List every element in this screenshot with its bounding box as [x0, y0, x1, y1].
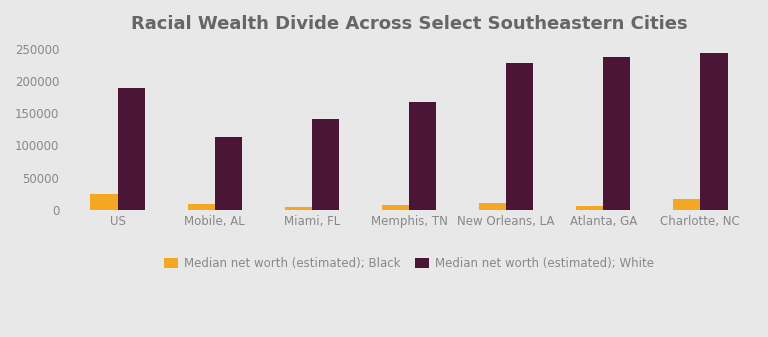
Bar [700, 53, 727, 210]
Legend: Median net worth (estimated); Black, Median net worth (estimated); White: Median net worth (estimated); Black, Med… [159, 252, 659, 275]
Bar [118, 88, 145, 210]
Bar [673, 199, 700, 210]
Title: Racial Wealth Divide Across Select Southeastern Cities: Racial Wealth Divide Across Select South… [131, 15, 687, 33]
Bar [382, 205, 409, 210]
Bar [187, 205, 215, 210]
Bar [91, 193, 118, 210]
Bar [603, 57, 631, 210]
Bar [506, 63, 533, 210]
Bar [215, 137, 242, 210]
Bar [312, 119, 339, 210]
Bar [285, 207, 312, 210]
Bar [479, 203, 506, 210]
Bar [409, 102, 436, 210]
Bar [576, 206, 603, 210]
